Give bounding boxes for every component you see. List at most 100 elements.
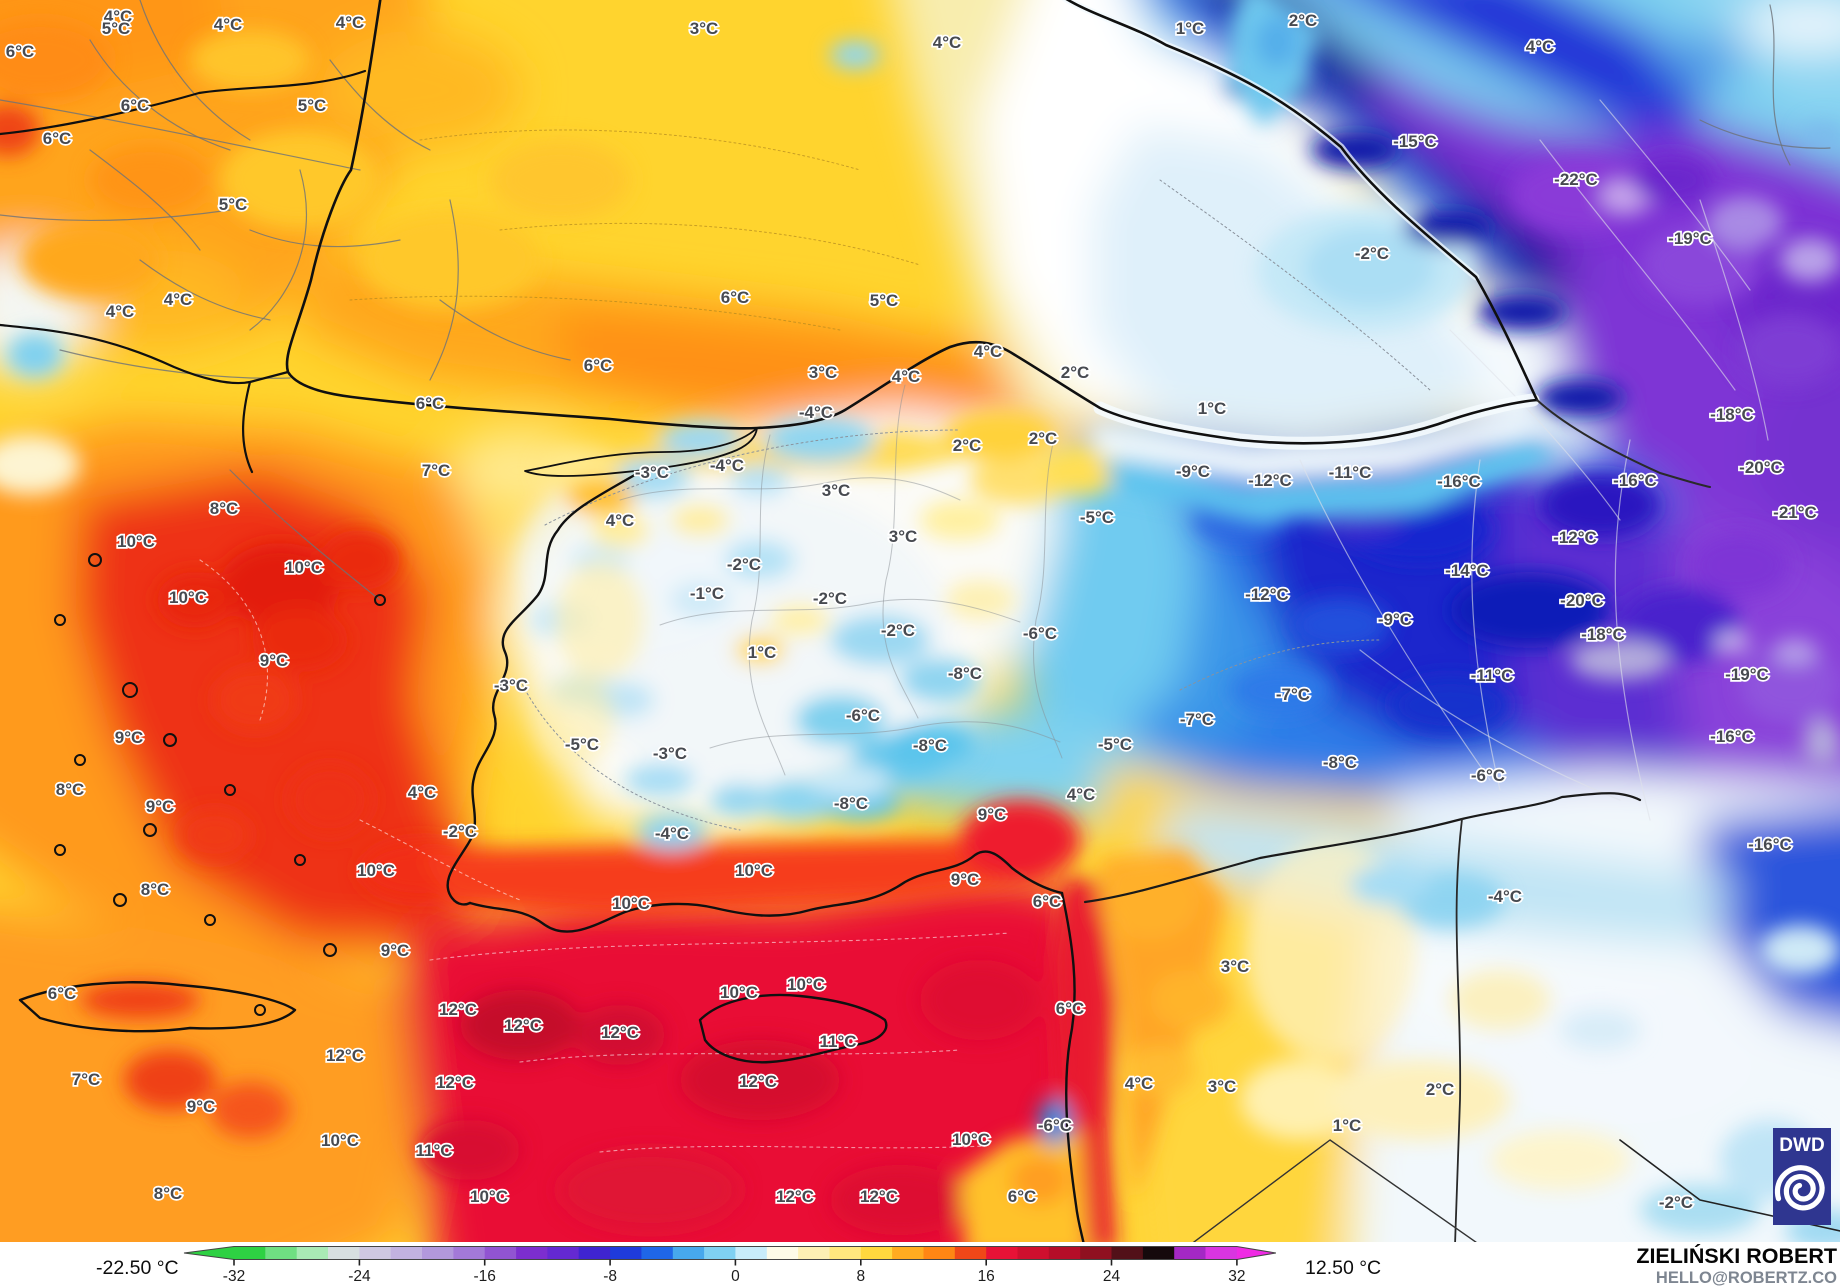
svg-text:6°C: 6°C [1008,1187,1037,1206]
svg-text:4°C: 4°C [933,33,962,52]
svg-text:-16°C: -16°C [1613,471,1657,490]
svg-text:1°C: 1°C [1176,19,1205,38]
svg-text:12.50 °C: 12.50 °C [1305,1257,1381,1279]
svg-text:16: 16 [978,1268,995,1285]
svg-text:-4°C: -4°C [710,456,744,475]
svg-text:HELLO@ROBERTZ.CO: HELLO@ROBERTZ.CO [1656,1269,1837,1287]
svg-text:-4°C: -4°C [799,403,833,422]
svg-text:11°C: 11°C [415,1141,452,1160]
svg-text:-16: -16 [473,1268,495,1285]
svg-text:12°C: 12°C [439,1000,477,1019]
svg-text:-6°C: -6°C [1023,624,1057,643]
svg-text:4°C: 4°C [1526,37,1555,56]
svg-text:12°C: 12°C [860,1187,898,1206]
svg-text:4°C: 4°C [1067,785,1096,804]
svg-text:4°C: 4°C [974,342,1003,361]
svg-text:6°C: 6°C [121,96,150,115]
svg-text:-6°C: -6°C [1038,1116,1072,1135]
svg-text:-3°C: -3°C [635,463,669,482]
svg-text:0: 0 [731,1268,740,1285]
svg-text:6°C: 6°C [48,984,77,1003]
svg-text:4°C: 4°C [892,367,921,386]
svg-text:-12°C: -12°C [1248,471,1292,490]
svg-text:DWD: DWD [1779,1135,1824,1156]
svg-text:-16°C: -16°C [1710,727,1754,746]
svg-text:2°C: 2°C [1029,429,1058,448]
svg-text:-2°C: -2°C [1355,244,1389,263]
svg-text:3°C: 3°C [1208,1077,1237,1096]
svg-text:5°C: 5°C [219,195,248,214]
svg-text:6°C: 6°C [584,356,613,375]
svg-text:9°C: 9°C [260,651,289,670]
svg-text:-7°C: -7°C [1180,710,1214,729]
svg-text:12°C: 12°C [739,1072,777,1091]
svg-text:9°C: 9°C [978,805,1007,824]
svg-text:8°C: 8°C [56,780,85,799]
svg-text:2°C: 2°C [1426,1080,1455,1099]
svg-text:-20°C: -20°C [1560,591,1604,610]
svg-text:10°C: 10°C [720,983,758,1002]
svg-text:10°C: 10°C [357,861,395,880]
svg-text:3°C: 3°C [889,527,918,546]
svg-text:-1°C: -1°C [690,584,724,603]
svg-text:ZIELIŃSKI ROBERT: ZIELIŃSKI ROBERT [1636,1243,1837,1268]
svg-text:2°C: 2°C [1289,11,1318,30]
svg-text:-19°C: -19°C [1668,229,1712,248]
svg-text:10°C: 10°C [787,975,825,994]
svg-text:-32: -32 [223,1268,245,1285]
svg-text:-11°C: -11°C [1471,666,1514,685]
svg-text:3°C: 3°C [822,481,851,500]
svg-text:-16°C: -16°C [1437,472,1481,491]
svg-text:-6°C: -6°C [1471,766,1505,785]
svg-text:6°C: 6°C [1033,892,1062,911]
svg-text:-5°C: -5°C [565,735,599,754]
svg-text:6°C: 6°C [721,288,750,307]
svg-text:4°C: 4°C [104,7,133,26]
svg-text:9°C: 9°C [115,728,144,747]
svg-text:-2°C: -2°C [813,589,847,608]
svg-text:-20°C: -20°C [1739,458,1783,477]
svg-text:5°C: 5°C [870,291,899,310]
svg-text:8°C: 8°C [210,499,239,518]
svg-text:-18°C: -18°C [1581,625,1625,644]
svg-text:10°C: 10°C [470,1187,508,1206]
svg-text:-12°C: -12°C [1245,585,1289,604]
svg-text:-8°C: -8°C [1323,753,1357,772]
svg-text:10°C: 10°C [952,1130,990,1149]
svg-text:32: 32 [1228,1268,1245,1285]
svg-text:8: 8 [856,1268,865,1285]
svg-text:24: 24 [1103,1268,1121,1285]
svg-text:4°C: 4°C [408,783,437,802]
svg-text:-5°C: -5°C [1098,735,1132,754]
svg-text:7°C: 7°C [422,461,451,480]
svg-text:1°C: 1°C [1333,1116,1362,1135]
svg-text:4°C: 4°C [164,290,193,309]
svg-text:9°C: 9°C [381,941,410,960]
svg-text:4°C: 4°C [336,13,365,32]
svg-text:7°C: 7°C [72,1070,101,1089]
svg-text:-2°C: -2°C [1659,1193,1693,1212]
svg-text:-8°C: -8°C [834,794,868,813]
svg-text:12°C: 12°C [776,1187,814,1206]
svg-text:9°C: 9°C [146,797,175,816]
svg-text:8°C: 8°C [154,1184,183,1203]
svg-text:-22.50 °C: -22.50 °C [96,1257,179,1279]
svg-text:4°C: 4°C [106,302,135,321]
svg-text:-3°C: -3°C [653,744,687,763]
svg-text:-11°C: -11°C [1329,463,1372,482]
svg-text:3°C: 3°C [1221,957,1250,976]
svg-text:12°C: 12°C [436,1073,474,1092]
svg-text:-9°C: -9°C [1378,610,1412,629]
svg-text:4°C: 4°C [1125,1074,1154,1093]
svg-text:6°C: 6°C [6,42,35,61]
svg-text:5°C: 5°C [298,96,327,115]
svg-text:10°C: 10°C [285,558,323,577]
svg-text:-6°C: -6°C [846,706,880,725]
svg-text:10°C: 10°C [117,532,155,551]
svg-text:9°C: 9°C [187,1097,216,1116]
svg-text:6°C: 6°C [416,394,445,413]
svg-text:10°C: 10°C [612,894,650,913]
svg-text:-5°C: -5°C [1080,508,1114,527]
svg-text:3°C: 3°C [809,363,838,382]
svg-text:12°C: 12°C [326,1046,364,1065]
